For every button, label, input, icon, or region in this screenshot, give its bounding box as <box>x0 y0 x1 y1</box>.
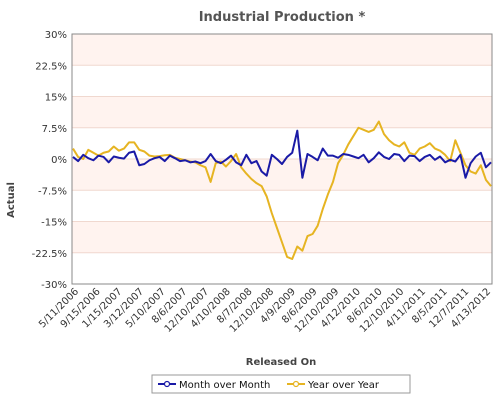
plot-area-border <box>71 33 493 285</box>
y-tick-label: 30% <box>45 30 67 41</box>
chart-title: Industrial Production * <box>199 10 366 25</box>
series-line-month-over-month[interactable] <box>72 129 492 179</box>
y-tick-label: -30% <box>41 280 67 291</box>
y-tick-label: 0% <box>51 155 67 166</box>
y-tick-label: 15% <box>45 93 67 104</box>
legend-box <box>151 374 411 394</box>
plot-band <box>72 65 492 97</box>
plot-band <box>72 34 492 66</box>
x-axis-label: Released On <box>246 357 316 368</box>
series-lines <box>72 120 492 260</box>
y-tick-label: -15% <box>41 218 67 229</box>
legend-label-year-over-year: Year over Year <box>307 380 380 391</box>
plot-band <box>72 190 492 222</box>
y-tick-label: 7.5% <box>42 124 67 135</box>
y-axis-label: Actual <box>6 182 17 218</box>
series-line-year-over-year[interactable] <box>72 120 492 260</box>
legend-item-month-over-month[interactable]: Month over Month <box>158 380 270 391</box>
legend-label-month-over-month: Month over Month <box>179 380 270 391</box>
legend-item-year-over-year[interactable]: Year over Year <box>287 380 380 391</box>
y-axis-ticks: 30% 22.5% 15% 7.5% 0% -7.5% -15% -22.5% -30% <box>32 30 67 291</box>
plot-bands <box>72 34 492 284</box>
plot-band <box>72 127 492 159</box>
plot-band <box>72 96 492 128</box>
y-tick-label: -22.5% <box>32 249 67 260</box>
y-tick-label: -7.5% <box>38 186 67 197</box>
chart-legend: Month over Month Year over Year <box>151 374 411 394</box>
plot-band <box>72 252 492 284</box>
plot-band <box>72 221 492 253</box>
y-tick-label: 22.5% <box>35 61 67 72</box>
